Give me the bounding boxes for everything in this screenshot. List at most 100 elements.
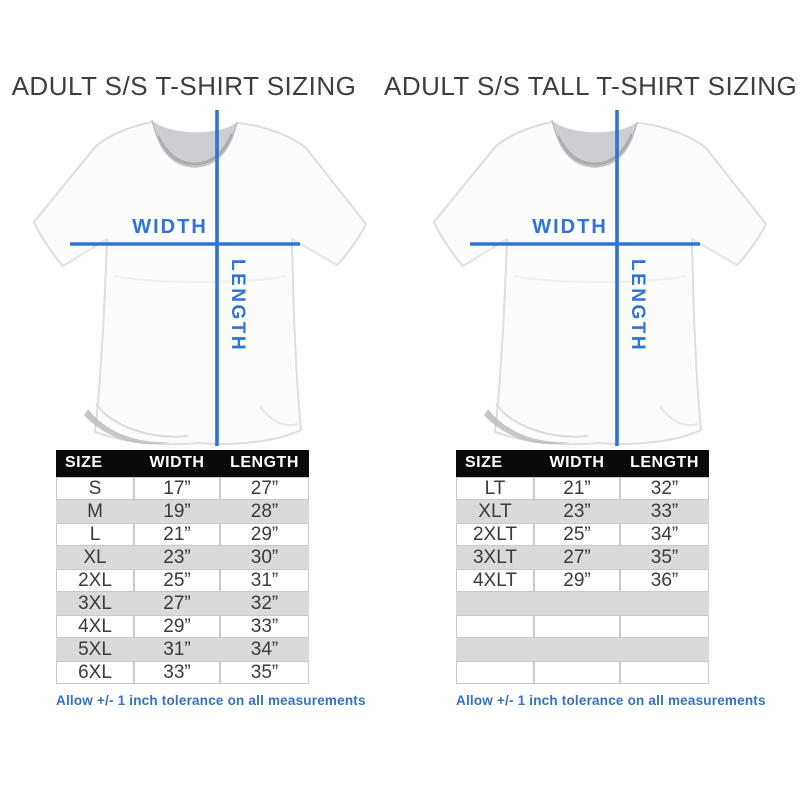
panel-tall-sizing: ADULT S/S TALL T-SHIRT SIZING WIDTH LENG…: [384, 0, 800, 708]
tshirt-body: [33, 120, 367, 446]
size-chart-table-regular: SIZE WIDTH LENGTH S 17” 27” M 19” 28” L 21” 29…: [56, 449, 309, 684]
length-cell: 31”: [220, 568, 309, 592]
size-cell: L: [56, 522, 134, 546]
width-cell: 23”: [534, 499, 620, 523]
width-cell: 25”: [134, 568, 220, 592]
length-cell: 33”: [620, 499, 709, 523]
size-row: XL 23” 30”: [56, 545, 309, 569]
size-row: 2XLT 25” 34”: [456, 522, 709, 546]
hem-fold-light: [495, 403, 589, 438]
length-cell: [620, 637, 709, 661]
size-cell: [456, 637, 534, 661]
length-cell: 36”: [620, 568, 709, 592]
chart-title-regular: ADULT S/S T-SHIRT SIZING: [11, 71, 357, 101]
tolerance-note-regular: Allow +/- 1 inch tolerance on all measur…: [56, 692, 366, 708]
length-cell: [620, 591, 709, 615]
column-header-size: SIZE: [456, 449, 534, 477]
collar-band: [551, 119, 638, 168]
size-row: S 17” 27”: [56, 476, 309, 500]
width-cell: [534, 614, 620, 638]
size-row: 3XL 27” 32”: [56, 591, 309, 615]
length-cell: 35”: [620, 545, 709, 569]
panel-regular-sizing: ADULT S/S T-SHIRT SIZING: [0, 0, 400, 708]
tshirt-figure-tall: WIDTH LENGTH: [410, 106, 790, 448]
length-cell: 32”: [620, 476, 709, 500]
width-cell: 21”: [134, 522, 220, 546]
chart-title-tall: ADULT S/S TALL T-SHIRT SIZING: [384, 71, 798, 101]
size-cell: LT: [456, 476, 534, 500]
width-cell: 23”: [134, 545, 220, 569]
size-row: 3XLT 27” 35”: [456, 545, 709, 569]
size-row: L 21” 29”: [56, 522, 309, 546]
size-cell: [456, 591, 534, 615]
collar-inner-shadow: [556, 133, 634, 166]
wrinkle-chest: [513, 274, 687, 283]
width-label: WIDTH: [132, 216, 208, 238]
column-header-size: SIZE: [56, 449, 134, 477]
column-header-width: WIDTH: [134, 449, 220, 477]
width-cell: 25”: [534, 522, 620, 546]
length-cell: [620, 660, 709, 684]
size-cell: S: [56, 476, 134, 500]
size-cell: XL: [56, 545, 134, 569]
size-cell: 4XLT: [456, 568, 534, 592]
hem-fold: [484, 408, 570, 445]
tshirt-body: [433, 120, 767, 446]
length-label: LENGTH: [227, 259, 248, 352]
table-header-row: SIZE WIDTH LENGTH: [56, 449, 309, 477]
length-cell: 30”: [220, 545, 309, 569]
wrinkle-hem-right: [259, 405, 299, 426]
length-cell: 34”: [620, 522, 709, 546]
size-row: M 19” 28”: [56, 499, 309, 523]
size-cell: XLT: [456, 499, 534, 523]
size-row: 4XLT 29” 36”: [456, 568, 709, 592]
tshirt-diagram: WIDTH LENGTH: [33, 109, 367, 446]
hem-fold-light: [95, 403, 189, 438]
tshirt-diagram: WIDTH LENGTH: [433, 109, 767, 446]
size-row: LT 21” 32”: [456, 476, 709, 500]
size-row: 5XL 31” 34”: [56, 637, 309, 661]
width-cell: 21”: [534, 476, 620, 500]
size-cell: [456, 614, 534, 638]
size-row: 4XL 29” 33”: [56, 614, 309, 638]
size-row: 2XL 25” 31”: [56, 568, 309, 592]
collar-band: [151, 119, 238, 168]
width-cell: 27”: [134, 591, 220, 615]
length-cell: 34”: [220, 637, 309, 661]
column-header-length: LENGTH: [620, 449, 709, 477]
width-cell: [534, 591, 620, 615]
size-chart-table-tall: SIZE WIDTH LENGTH LT 21” 32” XLT 23” 33” 2XL…: [456, 449, 709, 684]
size-row-empty: [456, 660, 709, 684]
width-cell: 17”: [134, 476, 220, 500]
hem-fold: [84, 408, 170, 445]
size-cell: 2XL: [56, 568, 134, 592]
width-cell: 31”: [134, 637, 220, 661]
tshirt-figure-regular: WIDTH LENGTH: [10, 106, 390, 448]
length-cell: 33”: [220, 614, 309, 638]
size-cell: [456, 660, 534, 684]
wrinkle-chest: [113, 274, 287, 283]
length-cell: 32”: [220, 591, 309, 615]
length-cell: 27”: [220, 476, 309, 500]
size-row: XLT 23” 33”: [456, 499, 709, 523]
width-cell: [534, 637, 620, 661]
width-label: WIDTH: [532, 216, 608, 238]
length-cell: [620, 614, 709, 638]
width-cell: 29”: [534, 568, 620, 592]
length-label: LENGTH: [627, 259, 648, 352]
size-cell: 3XL: [56, 591, 134, 615]
size-row-empty: [456, 591, 709, 615]
column-header-width: WIDTH: [534, 449, 620, 477]
size-cell: 3XLT: [456, 545, 534, 569]
width-cell: [534, 660, 620, 684]
table-header-row: SIZE WIDTH LENGTH: [456, 449, 709, 477]
collar-inner-shadow: [156, 133, 234, 166]
width-cell: 29”: [134, 614, 220, 638]
width-cell: 33”: [134, 660, 220, 684]
column-header-length: LENGTH: [220, 449, 309, 477]
length-cell: 28”: [220, 499, 309, 523]
length-cell: 35”: [220, 660, 309, 684]
size-row: 6XL 33” 35”: [56, 660, 309, 684]
wrinkle-hem-right: [659, 405, 699, 426]
length-cell: 29”: [220, 522, 309, 546]
